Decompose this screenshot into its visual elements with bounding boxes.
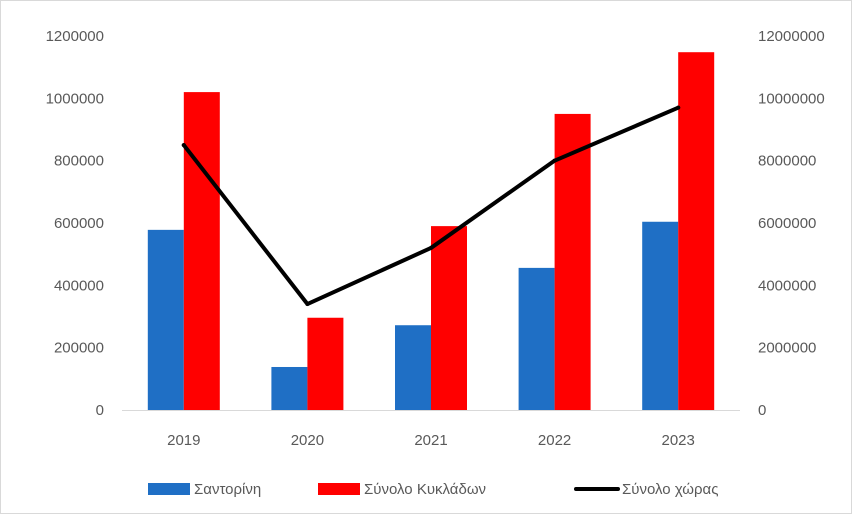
bar-cyclades-total (554, 113, 591, 411)
legend-label: Σύνολο χώρας (622, 481, 718, 498)
x-tick-label: 2021 (414, 432, 447, 449)
bar-cyclades-total (431, 226, 467, 410)
y-left-tick-label: 0 (96, 402, 104, 419)
y-left-tick-label: 1000000 (46, 90, 104, 107)
legend-label: Σύνολο Κυκλάδων (364, 481, 486, 498)
bar-cyclades-total (307, 317, 344, 410)
line-point-country-total (676, 105, 681, 110)
y-left-tick-label: 800000 (54, 153, 104, 170)
bar-santorini (642, 221, 679, 410)
y-right-tick-label: 8000000 (758, 153, 816, 170)
line-point-country-total (552, 158, 557, 163)
y-right-tick-label: 12000000 (758, 28, 825, 45)
y-left-tick-label: 600000 (54, 215, 104, 232)
y-left-tick-label: 400000 (54, 277, 104, 294)
y-right-tick-label: 10000000 (758, 90, 825, 107)
line-point-country-total (181, 143, 186, 148)
legend-swatch (318, 483, 360, 495)
y-right-tick-label: 4000000 (758, 277, 816, 294)
bar-santorini (395, 325, 431, 410)
y-right-tick-label: 2000000 (758, 340, 816, 357)
legend-label: Σαντορίνη (194, 481, 261, 498)
bar-cyclades-total (678, 52, 715, 410)
y-right-tick-label: 6000000 (758, 215, 816, 232)
x-tick-label: 2023 (662, 432, 695, 449)
x-tick-label: 2022 (538, 432, 571, 449)
bar-santorini (271, 366, 308, 410)
y-left-tick-label: 1200000 (46, 28, 104, 45)
x-tick-label: 2019 (167, 432, 200, 449)
y-left-tick-label: 200000 (54, 340, 104, 357)
bar-santorini (147, 229, 184, 410)
line-point-country-total (305, 302, 310, 307)
legend-swatch (148, 483, 190, 495)
y-right-tick-label: 0 (758, 402, 766, 419)
line-point-country-total (429, 245, 433, 250)
bar-santorini (518, 267, 555, 410)
bar-cyclades-total (183, 92, 220, 410)
x-tick-label: 2020 (291, 432, 324, 449)
